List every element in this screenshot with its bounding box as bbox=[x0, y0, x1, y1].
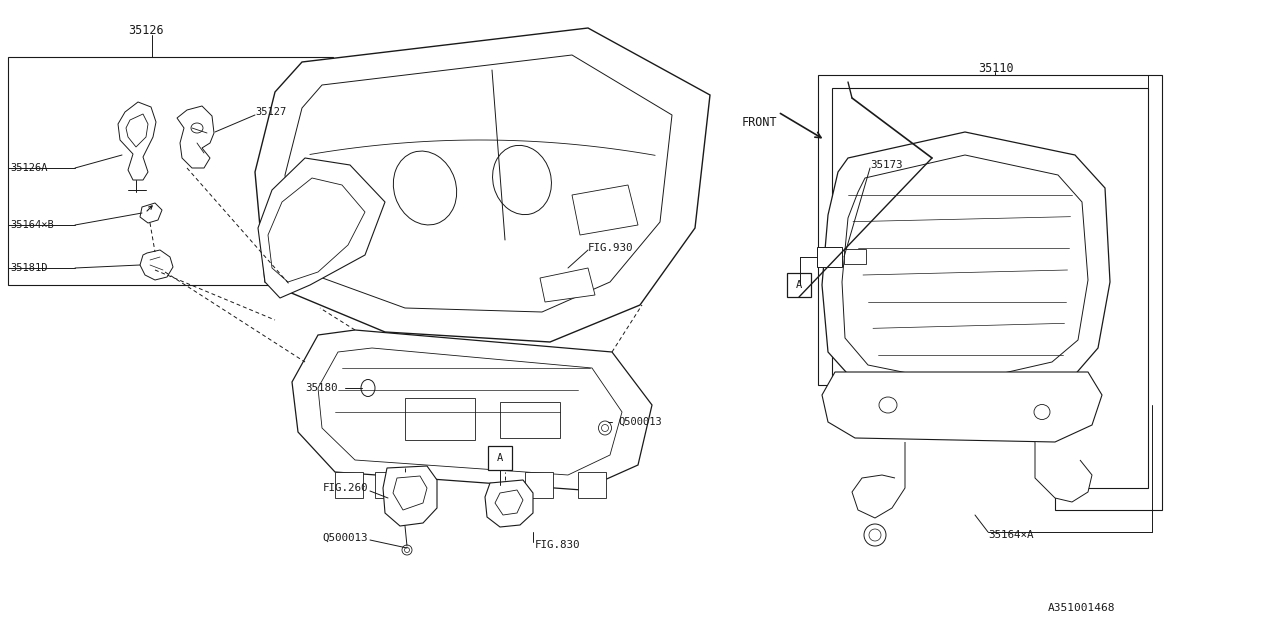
Ellipse shape bbox=[402, 545, 412, 555]
Ellipse shape bbox=[493, 145, 552, 214]
Text: Q500013: Q500013 bbox=[323, 533, 369, 543]
Text: 35110: 35110 bbox=[978, 61, 1014, 74]
Text: A: A bbox=[796, 280, 803, 290]
Ellipse shape bbox=[361, 380, 375, 397]
Polygon shape bbox=[317, 348, 622, 475]
Text: 35180: 35180 bbox=[305, 383, 338, 393]
Text: 35164×B: 35164×B bbox=[10, 220, 54, 230]
Polygon shape bbox=[255, 28, 710, 342]
Text: 35173: 35173 bbox=[870, 160, 902, 170]
Polygon shape bbox=[393, 476, 428, 510]
Polygon shape bbox=[383, 466, 436, 526]
Ellipse shape bbox=[1034, 404, 1050, 419]
Polygon shape bbox=[500, 402, 561, 438]
Text: FIG.930: FIG.930 bbox=[588, 243, 634, 253]
Bar bbox=[787, 273, 812, 297]
Polygon shape bbox=[292, 330, 652, 490]
Polygon shape bbox=[579, 472, 605, 498]
Text: 35126: 35126 bbox=[128, 24, 164, 36]
Bar bbox=[8, 57, 333, 285]
Ellipse shape bbox=[864, 524, 886, 546]
Polygon shape bbox=[125, 114, 148, 147]
Ellipse shape bbox=[191, 123, 204, 133]
Polygon shape bbox=[485, 480, 532, 527]
Ellipse shape bbox=[393, 151, 457, 225]
Ellipse shape bbox=[599, 421, 612, 435]
Polygon shape bbox=[375, 472, 403, 498]
Polygon shape bbox=[495, 490, 524, 515]
Polygon shape bbox=[118, 102, 156, 180]
Text: Q500013: Q500013 bbox=[618, 417, 662, 427]
Polygon shape bbox=[404, 398, 475, 440]
Polygon shape bbox=[140, 203, 163, 223]
Polygon shape bbox=[177, 106, 214, 168]
Text: 35181D: 35181D bbox=[10, 263, 47, 273]
Polygon shape bbox=[842, 155, 1088, 378]
Polygon shape bbox=[259, 158, 385, 298]
Polygon shape bbox=[852, 442, 905, 518]
Ellipse shape bbox=[869, 529, 881, 541]
Polygon shape bbox=[540, 268, 595, 302]
Text: FIG.830: FIG.830 bbox=[535, 540, 581, 550]
Polygon shape bbox=[335, 472, 364, 498]
Polygon shape bbox=[285, 55, 672, 312]
Bar bbox=[844, 249, 867, 264]
Ellipse shape bbox=[602, 424, 608, 431]
Polygon shape bbox=[140, 250, 173, 280]
Text: 35126A: 35126A bbox=[10, 163, 47, 173]
Text: FRONT: FRONT bbox=[742, 115, 778, 129]
Text: A: A bbox=[497, 453, 503, 463]
Polygon shape bbox=[268, 178, 365, 282]
Bar bbox=[488, 446, 512, 470]
Bar bbox=[817, 247, 842, 267]
Text: FIG.260: FIG.260 bbox=[323, 483, 369, 493]
Polygon shape bbox=[572, 185, 637, 235]
Polygon shape bbox=[822, 132, 1110, 395]
Polygon shape bbox=[525, 472, 553, 498]
Polygon shape bbox=[822, 372, 1102, 442]
Ellipse shape bbox=[404, 547, 410, 552]
Text: 35127: 35127 bbox=[255, 107, 287, 117]
Text: 35164×A: 35164×A bbox=[988, 530, 1033, 540]
Polygon shape bbox=[1036, 442, 1092, 502]
Ellipse shape bbox=[879, 397, 897, 413]
Text: A351001468: A351001468 bbox=[1048, 603, 1115, 613]
